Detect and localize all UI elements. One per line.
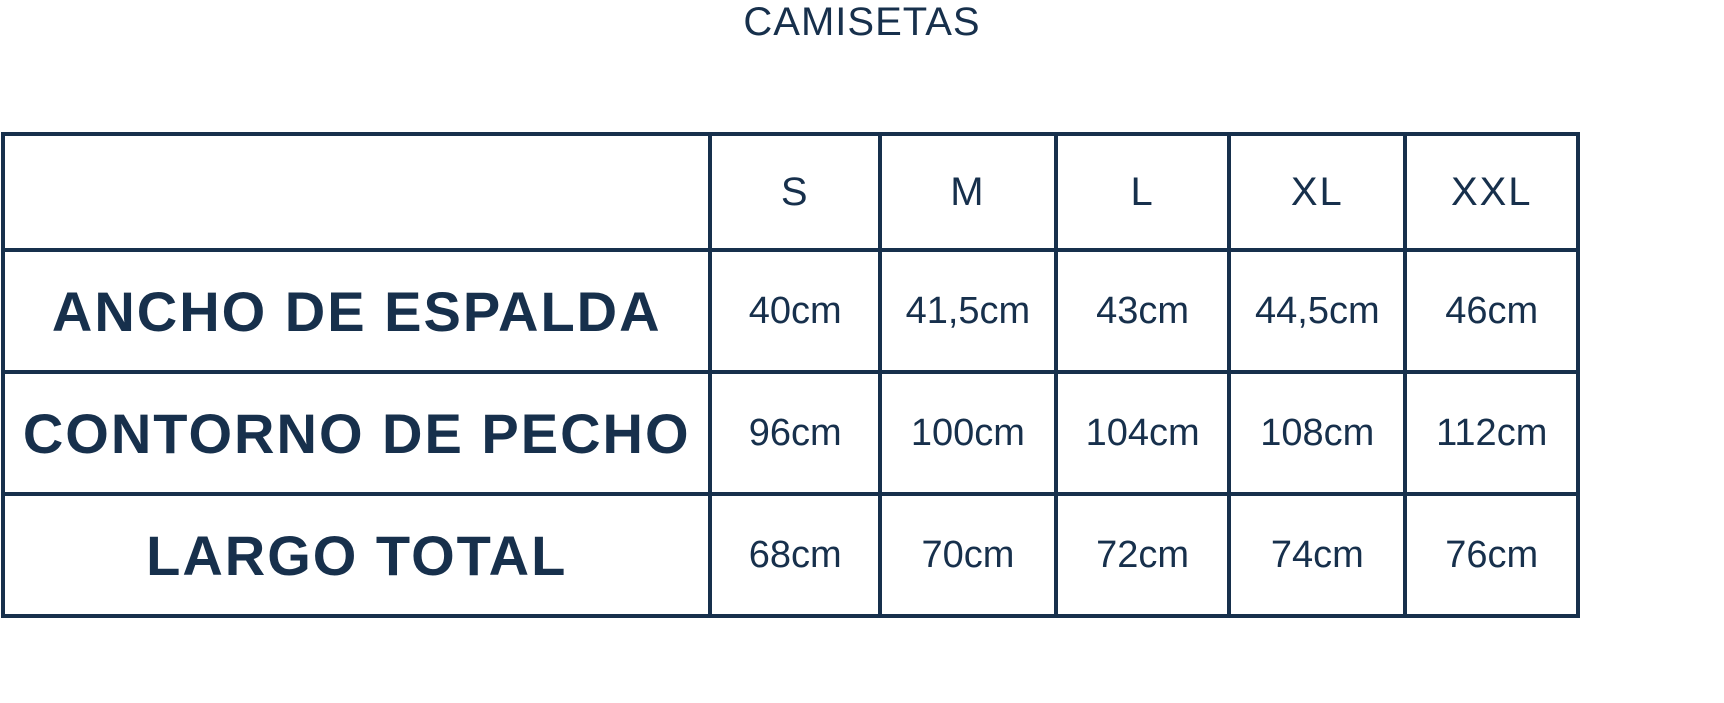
value-cell: 112cm: [1403, 370, 1581, 496]
size-header: L: [1053, 132, 1232, 252]
row-label: LARGO TOTAL: [0, 492, 713, 618]
value-cell: 40cm: [708, 248, 883, 374]
header-row: S M L XL XXL: [0, 132, 1722, 252]
size-header: S: [708, 132, 883, 252]
table-row: LARGO TOTAL 68cm 70cm 72cm 74cm 76cm: [0, 492, 1722, 618]
size-header: M: [878, 132, 1058, 252]
value-cell: 74cm: [1227, 492, 1408, 618]
value-cell: 76cm: [1403, 492, 1581, 618]
value-cell: 72cm: [1053, 492, 1232, 618]
value-cell: 44,5cm: [1227, 248, 1408, 374]
row-label: CONTORNO DE PECHO: [0, 370, 713, 496]
page-title: CAMISETAS: [743, 0, 981, 44]
size-header: XXL: [1403, 132, 1581, 252]
corner-cell: [0, 132, 713, 252]
value-cell: 41,5cm: [878, 248, 1058, 374]
value-cell: 100cm: [878, 370, 1058, 496]
row-label: ANCHO DE ESPALDA: [0, 248, 713, 374]
value-cell: 68cm: [708, 492, 883, 618]
value-cell: 108cm: [1227, 370, 1408, 496]
value-cell: 96cm: [708, 370, 883, 496]
value-cell: 46cm: [1403, 248, 1581, 374]
table-row: ANCHO DE ESPALDA 40cm 41,5cm 43cm 44,5cm…: [0, 248, 1722, 374]
value-cell: 70cm: [878, 492, 1058, 618]
size-chart-table: S M L XL XXL ANCHO DE ESPALDA 40cm 41,5c…: [0, 132, 1724, 618]
table-row: CONTORNO DE PECHO 96cm 100cm 104cm 108cm…: [0, 370, 1722, 496]
value-cell: 43cm: [1053, 248, 1232, 374]
value-cell: 104cm: [1053, 370, 1232, 496]
size-header: XL: [1227, 132, 1408, 252]
